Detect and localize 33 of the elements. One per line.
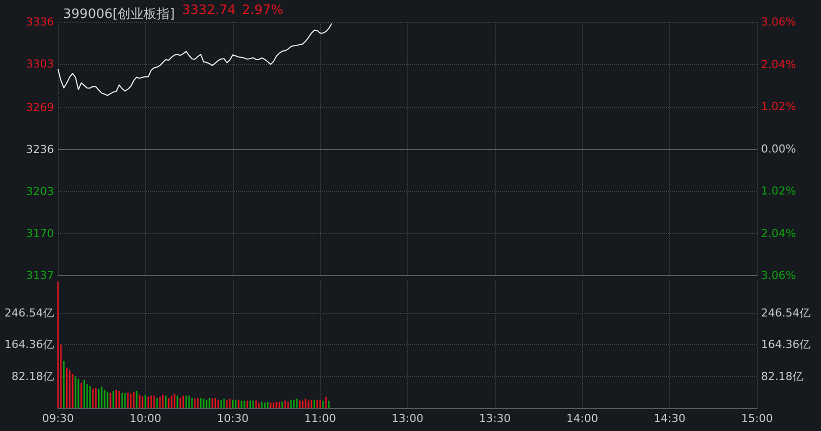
y2-tick-label: 0.00% <box>761 142 796 156</box>
y-tick-label: 246.54亿 <box>4 306 54 320</box>
y-tick-label: 3236 <box>26 142 54 156</box>
x-tick-label: 14:30 <box>654 412 686 425</box>
text: 2.97% <box>242 3 284 18</box>
y2-tick-label: 2.04% <box>761 58 796 71</box>
y2-tick-label: 246.54亿 <box>761 306 810 320</box>
x-tick-label: 10:30 <box>216 412 249 425</box>
chart-title: 399006[创业板指] <box>63 7 175 22</box>
y2-tick-label: 2.04% <box>761 226 796 240</box>
y-tick-label: 3203 <box>26 184 54 198</box>
y-tick-label: 3303 <box>26 58 54 71</box>
x-tick-label: 15:00 <box>741 412 773 425</box>
x-tick-label: 09:30 <box>42 412 74 425</box>
y-tick-label: 164.36亿 <box>4 338 54 351</box>
y2-tick-label: 1.02% <box>761 100 796 113</box>
y2-tick-label: 3.06% <box>761 16 796 28</box>
y2-tick-label: 164.36亿 <box>761 338 810 351</box>
y-tick-label: 3137 <box>26 269 54 282</box>
x-tick-label: 11:00 <box>304 412 336 425</box>
y-tick-label: 3269 <box>26 100 54 114</box>
x-tick-label: 13:00 <box>392 412 424 425</box>
y2-tick-label: 82.18亿 <box>761 370 804 383</box>
y2-tick-label: 1.02% <box>761 184 796 198</box>
y2-tick-label: 3.06% <box>761 269 796 282</box>
x-tick-label: 14:00 <box>566 412 598 425</box>
x-tick-label: 10:00 <box>130 412 162 425</box>
x-tick-label: 13:30 <box>479 412 511 425</box>
text: 3332.74 <box>182 3 236 18</box>
y-tick-label: 3336 <box>26 16 54 28</box>
y-tick-label: 3170 <box>26 226 54 240</box>
line-series <box>58 23 332 96</box>
y-tick-label: 82.18亿 <box>12 370 54 383</box>
